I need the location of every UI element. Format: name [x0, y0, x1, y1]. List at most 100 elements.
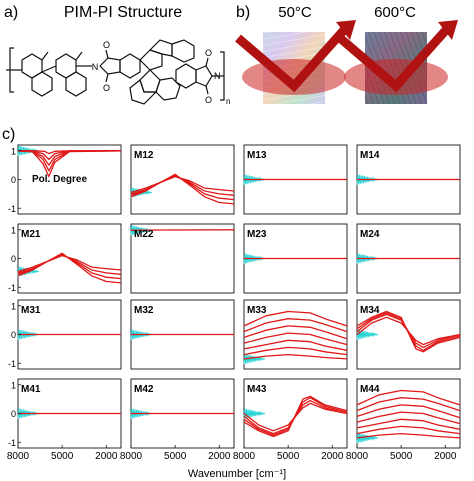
y-tick-label: 1 — [11, 225, 16, 235]
subplot-m13: M13 — [243, 144, 348, 215]
series-line-4 — [243, 332, 348, 346]
ring-10 — [175, 63, 197, 89]
series-line-2 — [356, 425, 461, 435]
series-line-1 — [356, 432, 461, 439]
series-line-3 — [243, 339, 348, 351]
y-tick-label: 1 — [11, 146, 16, 156]
subplot-label: M34 — [360, 305, 380, 316]
series-line-6 — [356, 397, 461, 412]
beam-arrow-left — [235, 27, 348, 93]
x-axis-label: Wavenumber [cm⁻¹] — [188, 468, 286, 480]
subplot-frame — [130, 223, 235, 294]
x-tick-label: 2000 — [321, 451, 344, 462]
subplot-label: M32 — [134, 305, 154, 316]
series-line-4 — [130, 173, 235, 205]
series-line-5 — [243, 325, 348, 340]
x-tick-label: 8000 — [7, 451, 30, 462]
series-line-1 — [130, 229, 235, 231]
fringe-noise — [243, 353, 266, 365]
y-tick-label: 1 — [11, 380, 16, 390]
carbonyl-2a — [205, 57, 209, 67]
panel-c: c) Pol. Degree 1 0 -1 M12 M13 M14 M21 1 0 -1 M22 M23… — [2, 126, 461, 480]
y-tick-label: 0 — [11, 254, 16, 264]
subplot-frame — [17, 144, 122, 215]
x-tick-label: 8000 — [120, 451, 143, 462]
series-line-3 — [356, 418, 461, 430]
x-tick-label: 5000 — [164, 451, 187, 462]
subplot-m43: M43 8000 5000 2000 — [233, 378, 348, 462]
series-line-4 — [356, 310, 461, 353]
methyl-1 — [41, 51, 49, 61]
x-tick-label: 2000 — [208, 451, 231, 462]
repeat-index: n — [226, 97, 230, 106]
subplot-label: M33 — [247, 305, 267, 316]
sample-right-temp: 600°C — [374, 4, 416, 21]
subplot-m21: M21 1 0 -1 — [8, 223, 122, 294]
ring-4 — [65, 71, 87, 97]
x-tick-label: 8000 — [346, 451, 369, 462]
series-line-7 — [243, 310, 348, 327]
subplot-m32: M32 — [130, 299, 235, 370]
y-tick-label: -1 — [8, 438, 16, 448]
subplot-label: M43 — [247, 384, 267, 395]
x-tick-label: 8000 — [233, 451, 256, 462]
y-tick-label: 1 — [11, 301, 16, 311]
carbonyl-1b — [105, 73, 109, 83]
subplot-label: M23 — [247, 229, 267, 240]
oxygen-3: O — [205, 48, 212, 58]
carbonyl-2b — [205, 85, 209, 95]
sample-left-temp: 50°C — [278, 4, 312, 21]
subplot-label: M22 — [134, 229, 154, 240]
subplot-label: M13 — [247, 150, 267, 161]
subplot-m23: M23 — [243, 223, 348, 294]
oxygen-4: O — [205, 95, 212, 105]
subplot-label: M41 — [21, 384, 41, 395]
panel-c-label: c) — [2, 126, 15, 143]
x-tick-label: 5000 — [390, 451, 413, 462]
carbonyl-1a — [105, 49, 109, 59]
series-line-2 — [243, 346, 348, 356]
sample-right — [337, 20, 458, 104]
ring-7 — [171, 39, 195, 63]
y-tick-label: 0 — [11, 330, 16, 340]
pim-pi-structure-drawing — [6, 39, 225, 105]
series-line-4 — [17, 252, 122, 284]
y-tick-label: -1 — [8, 283, 16, 293]
right-repeat-bracket — [220, 51, 225, 101]
ring-2 — [31, 71, 53, 97]
imide-ring-1 — [99, 57, 121, 75]
panel-b-label: b) — [236, 4, 250, 21]
beam-arrow-right — [337, 27, 450, 93]
beam-arrow-right-head — [438, 20, 458, 40]
x-tick-label: 2000 — [434, 451, 457, 462]
subplot-label: M21 — [21, 229, 41, 240]
y-tick-label: -1 — [8, 204, 16, 214]
sample-left — [235, 20, 356, 104]
y-tick-label: 0 — [11, 409, 16, 419]
fringe-noise — [356, 432, 379, 444]
imide-ring-2 — [195, 65, 213, 87]
subplot-m44: M44 8000 5000 2000 — [346, 378, 461, 462]
panel-a-label: a) — [4, 4, 18, 21]
y-tick-label: -1 — [8, 359, 16, 369]
subplot-m41: M41 1 0 -1 8000 5000 2000 — [7, 378, 122, 462]
x-tick-label: 5000 — [277, 451, 300, 462]
series-line-4 — [356, 411, 461, 425]
subplot-m12: M12 — [130, 144, 235, 215]
subplot-m22: M22 — [130, 223, 235, 294]
beam-arrow-left-head — [336, 20, 356, 40]
subplot-label: M24 — [360, 229, 380, 240]
subplot-m11: Pol. Degree 1 0 -1 — [8, 144, 122, 215]
panel-a-title: PIM-PI Structure — [64, 4, 182, 21]
imide-nitrogen-2: N — [214, 71, 221, 81]
y-tick-label: 0 — [11, 175, 16, 185]
subplot-label: M14 — [360, 150, 380, 161]
subplot-label: M44 — [360, 384, 380, 395]
series-line-6 — [243, 318, 348, 333]
ring-9 — [129, 78, 158, 105]
subplot-label: M42 — [134, 384, 154, 395]
methyl-2 — [75, 51, 83, 61]
x-tick-label: 2000 — [95, 451, 118, 462]
subplot-m34: M34 — [356, 299, 461, 370]
